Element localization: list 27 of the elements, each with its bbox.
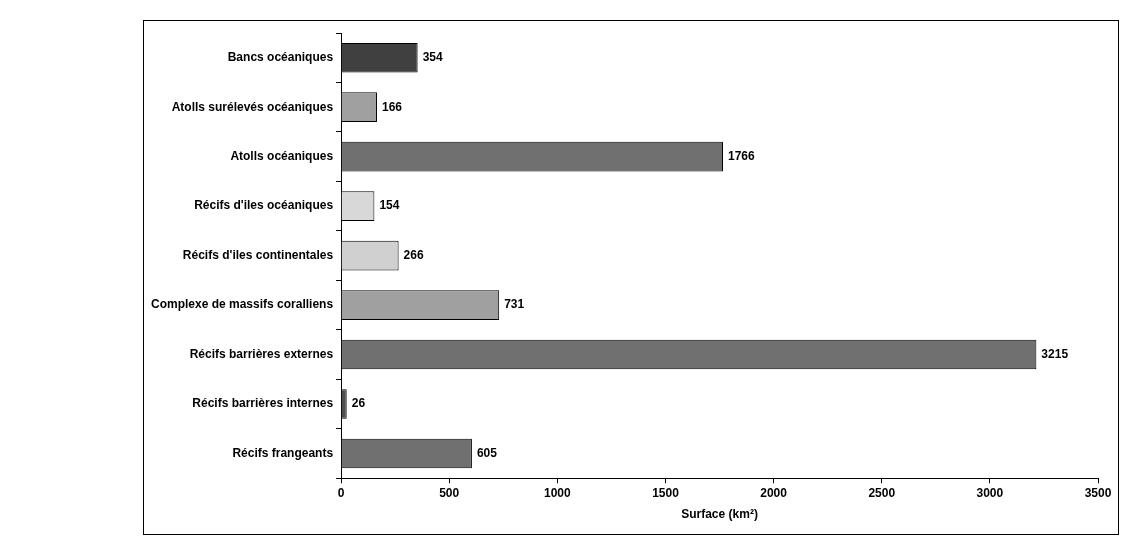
- data-label: 1766: [728, 148, 756, 163]
- x-tick-label: 1000: [543, 485, 572, 500]
- data-label: 26: [351, 396, 366, 411]
- data-label: 3215: [1041, 346, 1069, 361]
- y-tick-label: Complexe de massifs coralliens: [150, 297, 334, 312]
- y-tick-label: Récifs d'iles continentales: [182, 247, 334, 262]
- x-tick-label: 3500: [1084, 485, 1112, 500]
- data-label: 731: [504, 297, 525, 312]
- y-tick-label: Bancs océaniques: [227, 50, 334, 65]
- y-tick-label: Récifs frangeants: [232, 445, 334, 460]
- data-label: 266: [403, 247, 424, 262]
- x-tick-label: 0: [337, 485, 345, 500]
- x-tick-label: 3000: [976, 485, 1004, 500]
- y-tick-label: Atolls océaniques: [230, 148, 334, 163]
- y-tick-label: Atolls surélevés océaniques: [171, 99, 334, 114]
- y-tick-label: Récifs barrières externes: [189, 346, 334, 361]
- data-label: 166: [381, 99, 403, 114]
- y-tick-label: Récifs d'iles océaniques: [194, 198, 334, 213]
- x-tick-label: 2500: [868, 485, 896, 500]
- data-label: 154: [379, 198, 400, 213]
- x-tick-label: 2000: [760, 485, 788, 500]
- data-label: 605: [476, 445, 498, 460]
- x-tick-label: 1500: [652, 485, 680, 500]
- data-label: 354: [422, 50, 443, 65]
- x-tick-label: 500: [439, 485, 460, 500]
- y-tick-label: Récifs barrières internes: [192, 396, 334, 411]
- x-axis-title: Surface (km²): [681, 507, 758, 522]
